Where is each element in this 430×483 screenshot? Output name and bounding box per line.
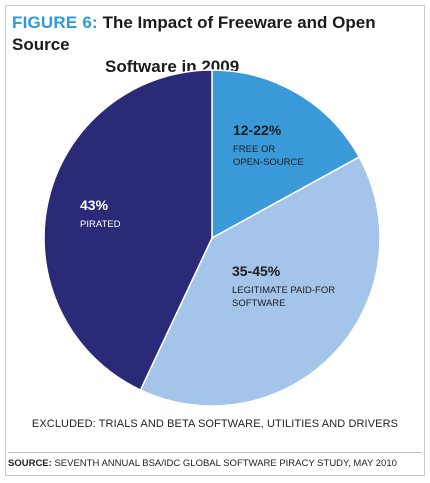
slice-category-label-2-2: SOFTWARE xyxy=(232,298,285,309)
slice-category-label-2-1: LEGITIMATE PAID-FOR xyxy=(232,285,335,296)
pie-slice-2 xyxy=(139,156,381,407)
slice-category-label-1-2: OPEN-SOURCE xyxy=(233,157,304,168)
pie-slice-3 xyxy=(43,69,213,392)
title-line-1: The Impact of Freeware and Open Source xyxy=(12,13,376,54)
slice-category-label-3-1: PIRATED xyxy=(80,219,121,230)
pie-slices xyxy=(43,69,381,407)
divider xyxy=(8,452,422,453)
pie-labels: 12-22% FREE OR OPEN-SOURCE 35-45% LEGITIMATE… xyxy=(80,122,335,309)
slice-value-label-1: 12-22% xyxy=(233,122,282,138)
figure-label: FIGURE 6: xyxy=(12,13,98,32)
pie-slice-1 xyxy=(211,69,361,240)
slice-value-label-3: 43% xyxy=(80,197,109,213)
exclusion-note: EXCLUDED: TRIALS AND BETA SOFTWARE, UTIL… xyxy=(31,418,399,430)
figure-title: FIGURE 6: The Impact of Freeware and Ope… xyxy=(12,12,402,78)
slice-category-label-1-1: FREE OR xyxy=(233,144,275,155)
source-line: SOURCE: SEVENTH ANNUAL BSA/IDC GLOBAL SO… xyxy=(8,458,397,469)
slice-value-label-2: 35-45% xyxy=(232,263,281,279)
figure-frame xyxy=(5,5,425,476)
source-label: SOURCE: xyxy=(8,458,52,469)
source-text: SEVENTH ANNUAL BSA/IDC GLOBAL SOFTWARE P… xyxy=(54,458,397,469)
